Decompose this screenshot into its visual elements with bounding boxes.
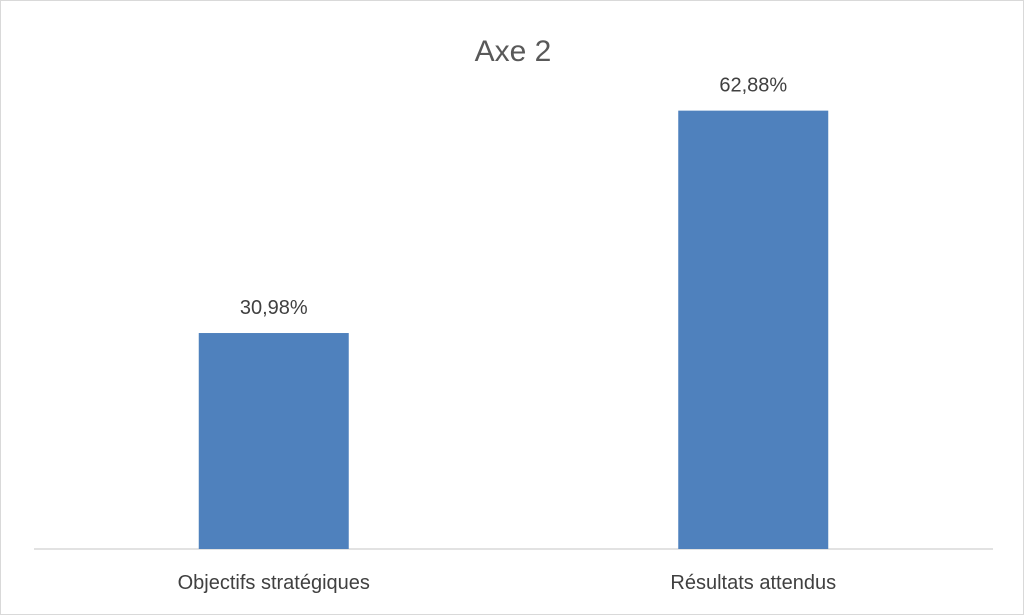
bars-layer	[198, 110, 829, 550]
bar-0	[198, 333, 349, 549]
labels-layer: 30,98% Objectifs stratégiques 62,88% Résult…	[178, 75, 836, 594]
bar-1	[678, 110, 829, 550]
chart-title: Axe 2	[475, 35, 552, 68]
data-label-1: 62,88%	[719, 75, 787, 97]
x-tick-label-1: Résultats attendus	[670, 572, 836, 594]
data-label-0: 30,98%	[240, 297, 308, 319]
x-tick-label-0: Objectifs stratégiques	[178, 572, 370, 594]
